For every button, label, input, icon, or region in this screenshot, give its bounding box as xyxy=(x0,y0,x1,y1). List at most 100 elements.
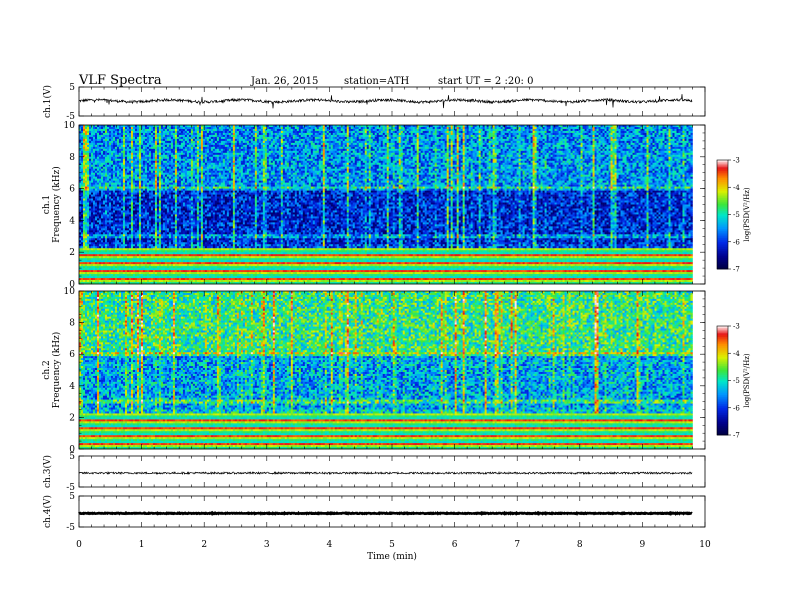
colorbar-segment xyxy=(717,163,728,166)
colorbar-segment xyxy=(717,371,728,374)
colorbar-segment xyxy=(717,375,728,378)
colorbar-segment xyxy=(717,329,728,332)
start-time-label: start UT = 2 :20: 0 xyxy=(438,76,533,87)
waveform-trace xyxy=(79,94,693,109)
colorbar-tick-label: -5 xyxy=(733,377,740,385)
colorbar-segment xyxy=(717,185,728,188)
waveform-ch1-panel: 5 -5 ch.1(V) xyxy=(42,83,706,122)
colorbar-tick-label: -3 xyxy=(733,323,740,331)
colorbar-segment xyxy=(717,416,728,420)
colorbar-segment xyxy=(717,214,728,217)
colorbar-segment xyxy=(717,345,728,349)
colorbar-segment xyxy=(717,249,728,252)
x-tick-label: 5 xyxy=(389,540,395,550)
colorbar: -3 -4 -5 -6 -7 log(PSD(V²/Hz) xyxy=(716,157,751,274)
colorbar-segment xyxy=(717,342,728,345)
colorbar-segment xyxy=(717,265,728,268)
spectrogram-ch2-panel: 0 2 4 6 8 10 ch.2 Frequency (kHz) xyxy=(42,287,706,455)
colorbar-segment xyxy=(717,385,728,389)
waveform-ch3-panel: 5 -5 ch.3(V) xyxy=(42,452,706,493)
colorbar-segment xyxy=(717,326,728,329)
colorbar-segment xyxy=(717,161,728,165)
date-label: Jan. 26, 2015 xyxy=(250,76,318,87)
colorbar-segment xyxy=(717,179,728,183)
colorbar-segment xyxy=(717,250,728,254)
colorbar-segment xyxy=(717,378,728,381)
waveform-ch4-panel: 5 -5 ch.4(V) xyxy=(42,492,706,533)
colorbar-segment xyxy=(717,225,728,228)
colorbar-segment xyxy=(717,198,728,201)
y-tick-label: 5 xyxy=(69,452,75,462)
colorbar-segment xyxy=(717,241,728,244)
colorbar-segment xyxy=(717,422,728,425)
colorbar-segment xyxy=(717,223,728,226)
x-tick-label: 8 xyxy=(577,540,583,550)
colorbar-segment xyxy=(717,199,728,203)
colorbar: -3 -4 -5 -6 -7 log(PSD(V²/Hz) xyxy=(716,323,751,440)
colorbar-tick-label: -5 xyxy=(733,211,740,219)
colorbar-segment xyxy=(717,367,728,370)
colorbar-segment xyxy=(717,425,728,429)
colorbar-segment xyxy=(717,389,728,392)
colorbar-segment xyxy=(717,181,728,185)
y-tick-label: 0 xyxy=(69,280,75,290)
y-tick-label: 10 xyxy=(64,121,76,131)
colorbar-segment xyxy=(717,252,728,255)
colorbar-segment xyxy=(717,358,728,361)
colorbar-segment xyxy=(717,398,728,401)
colorbar-label: log(PSD(V²/Hz) xyxy=(743,187,751,242)
y-axis-frequency-label: Frequency (kHz) xyxy=(51,332,62,409)
colorbar-segment xyxy=(717,216,728,219)
colorbar-segment xyxy=(717,170,728,174)
colorbar-segment xyxy=(717,203,728,206)
x-tick-label: 10 xyxy=(699,540,711,550)
colorbar-segment xyxy=(717,183,728,186)
colorbar-segment xyxy=(717,407,728,410)
spectrogram-cells xyxy=(79,291,693,450)
colorbar-segment xyxy=(717,327,728,331)
time-axis-label: Time (min) xyxy=(367,551,417,562)
colorbar-segment xyxy=(717,413,728,416)
colorbar-segment xyxy=(717,365,728,369)
y-tick-label: 10 xyxy=(64,287,76,297)
colorbar-segment xyxy=(717,207,728,210)
colorbar-segment xyxy=(717,347,728,351)
x-tick-label: 6 xyxy=(452,540,458,550)
colorbar-segment xyxy=(717,364,728,367)
colorbar-segment xyxy=(717,351,728,354)
colorbar-segment xyxy=(717,380,728,383)
colorbar-tick-label: -7 xyxy=(733,432,740,440)
y-tick-label: 4 xyxy=(69,382,75,392)
colorbar-segment xyxy=(717,429,728,432)
colorbar-segment xyxy=(717,391,728,394)
colorbar-segment xyxy=(717,256,728,259)
colorbar-tick-label: -4 xyxy=(733,350,740,358)
colorbar-segment xyxy=(717,405,728,409)
colorbar-segment xyxy=(717,187,728,190)
colorbar-segment xyxy=(717,433,728,436)
figure-title: VLF Spectra xyxy=(78,73,162,88)
y-axis-label: ch.3(V) xyxy=(42,455,53,488)
colorbar-segment xyxy=(717,160,728,163)
colorbar-segment xyxy=(717,205,728,208)
colorbar-segment xyxy=(717,192,728,195)
y-tick-label: 6 xyxy=(69,185,75,195)
colorbar-segment xyxy=(717,369,728,372)
colorbar-segment xyxy=(717,418,728,421)
y-tick-label: 8 xyxy=(69,153,75,163)
y-axis-label: ch.1(V) xyxy=(42,85,53,118)
y-axis-channel-label: ch.1 xyxy=(42,195,52,214)
colorbar-segment xyxy=(717,261,728,264)
colorbar-segment xyxy=(717,333,728,336)
colorbar-segment xyxy=(717,382,728,385)
time-axis: Time (min) 0 1 2 3 4 5 6 7 8 9 10 xyxy=(76,540,711,562)
colorbar-segment xyxy=(717,356,728,360)
colorbar-segment xyxy=(717,335,728,338)
y-tick-label: 5 xyxy=(69,83,75,93)
colorbar-segment xyxy=(717,169,728,172)
colorbar-segment xyxy=(717,263,728,266)
y-tick-label: 2 xyxy=(69,413,75,423)
colorbar-segment xyxy=(717,238,728,241)
colorbar-segment xyxy=(717,376,728,380)
